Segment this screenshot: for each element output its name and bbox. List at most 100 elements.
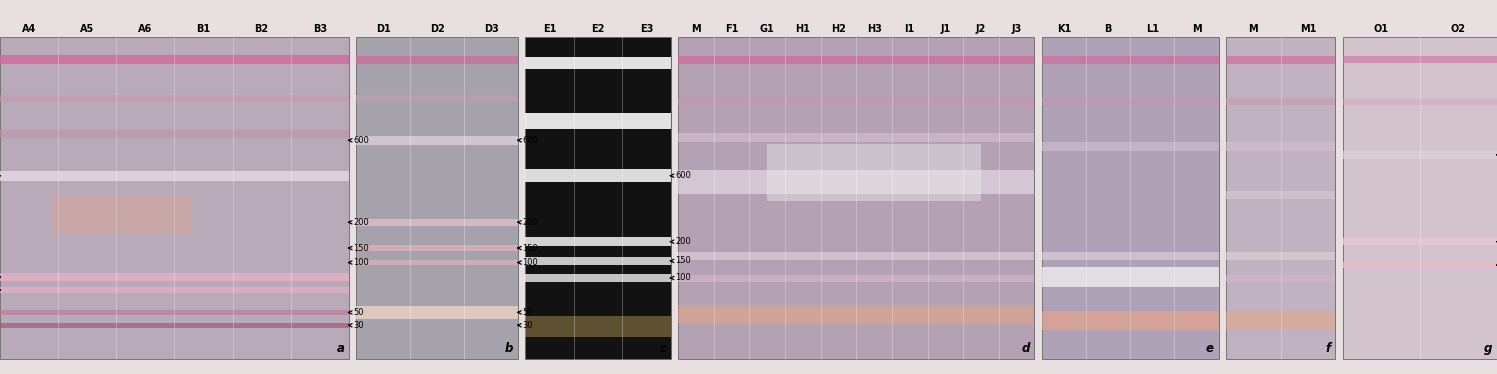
Bar xyxy=(525,37,671,359)
Bar xyxy=(678,252,1034,260)
Bar xyxy=(356,95,518,102)
Bar xyxy=(1343,238,1497,245)
Text: 200: 200 xyxy=(675,237,692,246)
Bar xyxy=(1343,262,1497,268)
Text: e: e xyxy=(1207,341,1214,355)
Bar xyxy=(525,316,671,337)
Bar xyxy=(1226,37,1335,359)
Text: 150: 150 xyxy=(353,243,370,252)
Bar xyxy=(1226,98,1335,105)
Bar xyxy=(678,133,1034,142)
Bar xyxy=(525,274,671,282)
Bar xyxy=(678,305,1034,323)
Text: J2: J2 xyxy=(976,24,987,34)
Text: A6: A6 xyxy=(138,24,153,34)
Bar xyxy=(1042,37,1219,359)
Bar xyxy=(525,237,671,246)
Bar xyxy=(1343,37,1497,359)
Text: F1: F1 xyxy=(725,24,738,34)
Bar xyxy=(356,245,518,251)
Text: H3: H3 xyxy=(867,24,882,34)
Text: O1: O1 xyxy=(1374,24,1389,34)
Text: 150: 150 xyxy=(675,257,692,266)
Bar xyxy=(678,56,1034,64)
Text: M: M xyxy=(1248,24,1257,34)
Bar xyxy=(678,170,1034,194)
Bar xyxy=(0,55,349,64)
Text: J1: J1 xyxy=(940,24,951,34)
Bar xyxy=(1042,252,1219,260)
Text: L1: L1 xyxy=(1145,24,1159,34)
Bar xyxy=(356,56,518,64)
Bar xyxy=(1226,191,1335,199)
Text: J3: J3 xyxy=(1012,24,1022,34)
Bar xyxy=(1042,56,1219,64)
Bar xyxy=(1343,98,1497,105)
Bar xyxy=(1042,267,1219,287)
Text: 600: 600 xyxy=(675,171,692,180)
Text: D2: D2 xyxy=(430,24,445,34)
Text: f: f xyxy=(1326,341,1331,355)
Text: b: b xyxy=(504,341,513,355)
Bar xyxy=(0,37,349,359)
Bar xyxy=(356,136,518,145)
Bar xyxy=(356,306,518,319)
Text: M: M xyxy=(1192,24,1201,34)
Bar xyxy=(1042,98,1219,105)
Bar xyxy=(1343,151,1497,159)
Bar xyxy=(0,171,349,181)
Text: M: M xyxy=(692,24,701,34)
Text: H1: H1 xyxy=(795,24,810,34)
Bar xyxy=(0,310,349,315)
Text: 100: 100 xyxy=(353,258,370,267)
Bar xyxy=(356,219,518,226)
Text: I1: I1 xyxy=(904,24,915,34)
Text: 200: 200 xyxy=(522,218,539,227)
Bar xyxy=(1042,142,1219,151)
Text: g: g xyxy=(1484,341,1493,355)
Bar xyxy=(1226,142,1335,151)
Bar xyxy=(0,273,349,280)
Bar xyxy=(525,113,671,129)
Bar xyxy=(1226,311,1335,330)
Text: D3: D3 xyxy=(484,24,499,34)
Bar xyxy=(0,287,349,293)
Text: E1: E1 xyxy=(543,24,557,34)
Bar xyxy=(1226,252,1335,260)
Text: K1: K1 xyxy=(1057,24,1072,34)
Text: 50: 50 xyxy=(522,308,533,317)
Bar xyxy=(678,98,1034,105)
Text: H2: H2 xyxy=(831,24,846,34)
Text: 30: 30 xyxy=(353,321,364,330)
Bar xyxy=(1226,275,1335,282)
Text: 600: 600 xyxy=(522,136,539,145)
Bar xyxy=(525,257,671,265)
Text: B3: B3 xyxy=(313,24,326,34)
Text: B: B xyxy=(1105,24,1112,34)
Bar xyxy=(678,37,1034,359)
Bar xyxy=(356,260,518,265)
Bar xyxy=(678,275,1034,282)
Bar xyxy=(0,323,349,328)
Bar xyxy=(525,57,671,69)
Bar xyxy=(1226,56,1335,64)
Bar xyxy=(1343,56,1497,64)
Text: 100: 100 xyxy=(675,273,692,282)
Text: E3: E3 xyxy=(639,24,653,34)
Text: A4: A4 xyxy=(22,24,36,34)
Bar xyxy=(0,130,349,138)
Text: O2: O2 xyxy=(1451,24,1466,34)
Text: 150: 150 xyxy=(522,243,539,252)
Text: G1: G1 xyxy=(760,24,774,34)
Text: c: c xyxy=(659,341,666,355)
Bar xyxy=(525,169,671,183)
Text: A5: A5 xyxy=(79,24,94,34)
Bar xyxy=(768,144,981,202)
Text: M1: M1 xyxy=(1299,24,1316,34)
Text: 30: 30 xyxy=(522,321,533,330)
Bar xyxy=(0,95,349,102)
Text: 200: 200 xyxy=(353,218,370,227)
Bar xyxy=(1042,311,1219,330)
Bar xyxy=(52,195,192,234)
Text: d: d xyxy=(1021,341,1030,355)
